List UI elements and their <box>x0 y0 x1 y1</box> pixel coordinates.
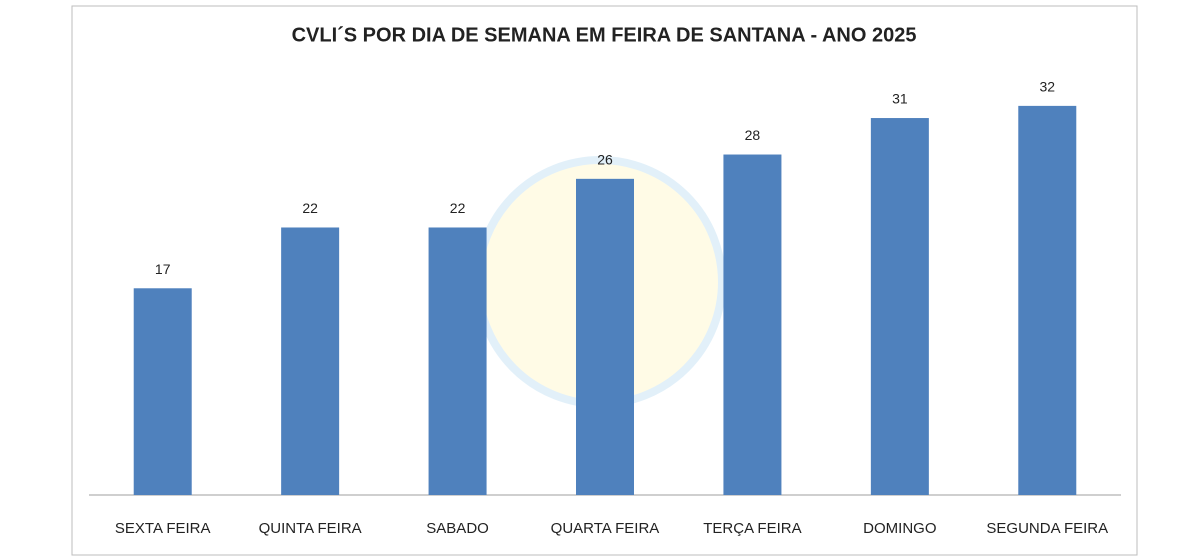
bar <box>576 178 634 495</box>
x-tick-label: SABADO <box>426 520 489 537</box>
x-tick-label: SEGUNDA FEIRA <box>986 520 1108 537</box>
data-label: 31 <box>892 91 908 107</box>
data-label: 17 <box>155 261 171 277</box>
data-label: 26 <box>597 152 613 168</box>
data-label: 22 <box>450 200 466 216</box>
x-tick-label: QUINTA FEIRA <box>259 520 362 537</box>
bar <box>133 288 192 495</box>
data-label: 22 <box>302 200 318 216</box>
x-tick-label: TERÇA FEIRA <box>703 520 801 537</box>
bar <box>428 227 487 496</box>
data-label: 32 <box>1039 79 1055 95</box>
x-tick-label: DOMINGO <box>863 520 936 537</box>
bar <box>1018 105 1077 495</box>
bar <box>870 118 929 495</box>
data-label: 28 <box>745 127 761 143</box>
x-tick-label: QUARTA FEIRA <box>551 520 660 537</box>
bar <box>723 154 782 495</box>
x-tick-label: SEXTA FEIRA <box>115 520 211 537</box>
bar <box>281 227 340 496</box>
chart-title: CVLI´S POR DIA DE SEMANA EM FEIRA DE SAN… <box>292 24 917 46</box>
